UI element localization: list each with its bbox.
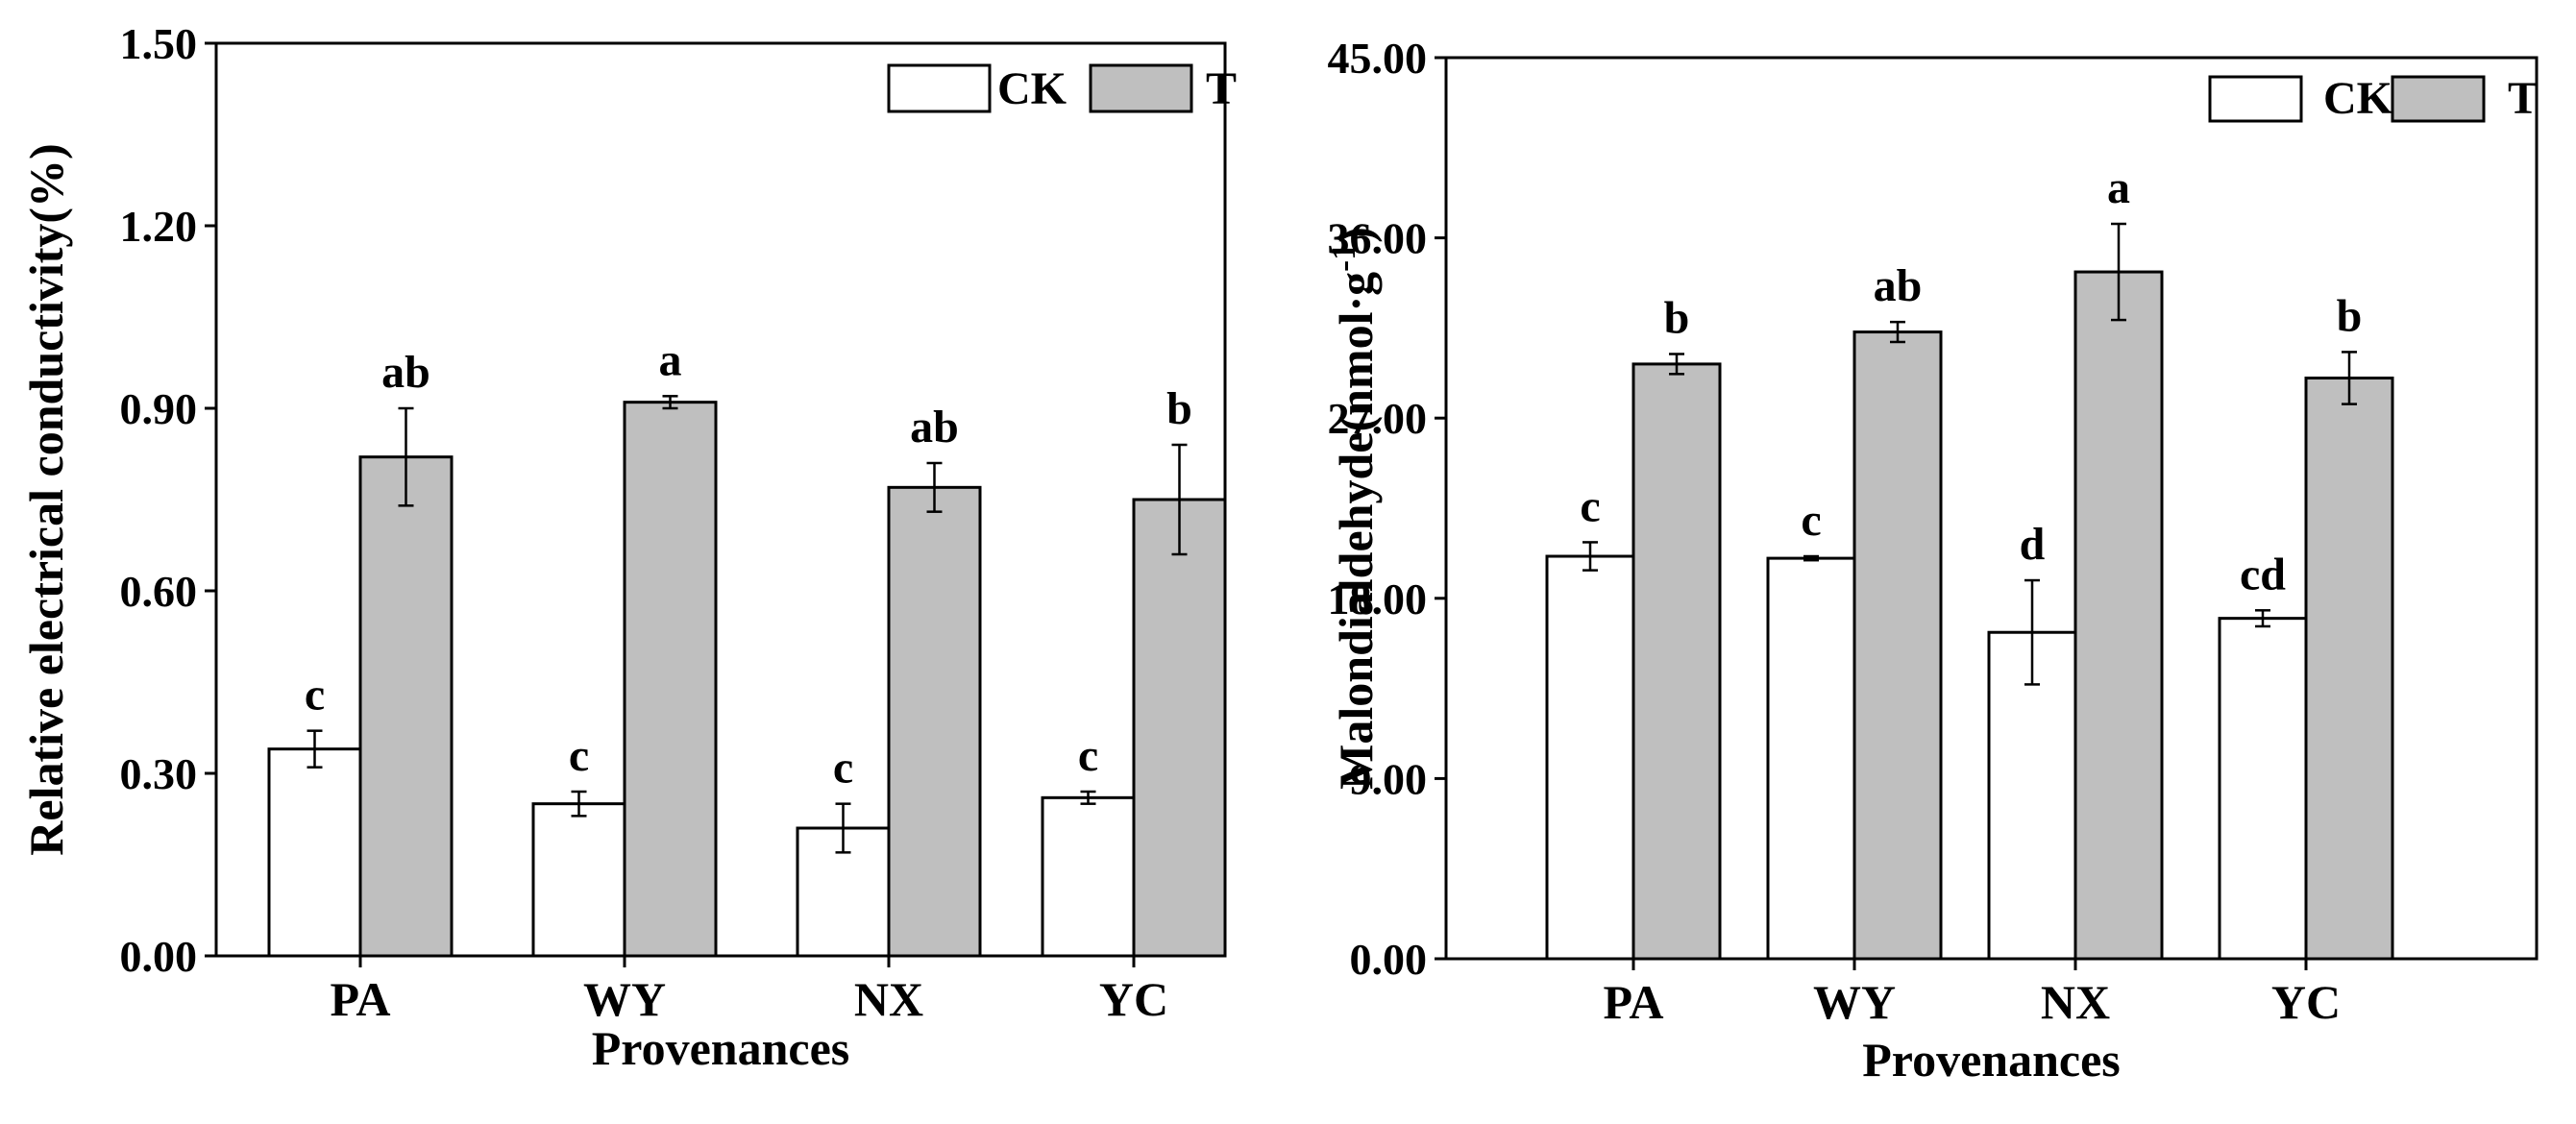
bar-ck-wy [531, 802, 626, 958]
y-tick-label: 0.00 [1350, 935, 1428, 984]
y-tick-label: 27.00 [1328, 394, 1428, 443]
significance-label: c [833, 743, 853, 794]
x-axis-title: Provenances [592, 1021, 849, 1075]
bar-t-pa [1631, 362, 1722, 961]
significance-label: c [305, 670, 325, 721]
significance-label: b [2337, 290, 2363, 341]
y-tick-label: 0.00 [120, 932, 198, 981]
legend-label-t: T [1206, 63, 1237, 114]
y-tick-label: 0.30 [120, 749, 198, 798]
y-axis-title: Relative electrical conductivity(%) [19, 143, 73, 855]
bar-t-yc [1132, 498, 1227, 958]
legend-swatch-ck [2208, 75, 2303, 123]
y-tick-label: 9.00 [1350, 754, 1428, 803]
y-tick-label: 0.60 [120, 567, 198, 616]
legend: CK T [887, 63, 1237, 114]
legend-swatch-ck [887, 63, 992, 113]
bar-ck-yc [2218, 617, 2308, 961]
significance-label: c [569, 730, 589, 781]
x-axis-title: Provenances [1862, 1033, 2120, 1087]
bar-ck-wy [1766, 556, 1856, 961]
bar-t-pa [358, 455, 454, 958]
significance-label: ab [1874, 260, 1923, 311]
significance-label: b [1664, 292, 1690, 343]
significance-label: cd [2240, 549, 2286, 599]
significance-label: a [659, 334, 682, 385]
legend: CK T [2208, 73, 2539, 124]
y-tick-label: 18.00 [1328, 574, 1428, 623]
legend-swatch-t [2391, 75, 2486, 123]
bar-ck-pa [1545, 554, 1635, 961]
x-tick-label: WY [1813, 975, 1896, 1029]
y-tick-label: 0.90 [120, 384, 198, 433]
significance-label: d [2020, 519, 2046, 570]
significance-label: c [1580, 480, 1600, 531]
x-tick-label: NX [2041, 975, 2110, 1029]
bar-t-wy [623, 401, 718, 958]
bar-t-wy [1852, 330, 1943, 961]
bar-t-nx [887, 485, 982, 958]
x-tick-label: PA [1604, 975, 1664, 1029]
y-axis-title: Malondialdehyde(nmol·g-1) [1324, 227, 1383, 790]
legend-label-ck: CK [2323, 73, 2392, 124]
chart-2: 0.00 9.00 18.00 27.00 36.00 45.00 c b PA c ab WY d a N… [1324, 34, 2539, 1087]
bar-t-nx [2073, 270, 2164, 961]
x-tick-label: PA [331, 972, 391, 1026]
significance-label: a [2107, 162, 2130, 213]
y-tick-label: 36.00 [1328, 214, 1428, 263]
x-tick-label: WY [583, 972, 666, 1026]
y-tick-label: 1.20 [120, 202, 198, 251]
significance-label: b [1166, 383, 1192, 434]
x-tick-label: YC [1099, 972, 1168, 1026]
legend-swatch-t [1089, 63, 1193, 113]
significance-label: ab [910, 402, 959, 452]
bar-ck-yc [1041, 795, 1136, 958]
y-tick-label: 45.00 [1328, 34, 1428, 83]
y-tick-label: 1.50 [120, 19, 198, 68]
chart-1: 0.00 0.30 0.60 0.90 1.20 1.50 c ab PA c a WY c ab NX c b… [19, 19, 1237, 1075]
significance-label: c [1801, 495, 1821, 546]
bar-t-yc [2304, 377, 2394, 961]
significance-label: c [1078, 730, 1098, 781]
x-tick-label: NX [854, 972, 923, 1026]
legend-label-ck: CK [997, 63, 1067, 114]
bar-ck-pa [267, 747, 362, 958]
significance-label: ab [381, 347, 430, 398]
legend-label-t: T [2508, 73, 2539, 124]
x-tick-label: YC [2271, 975, 2341, 1029]
